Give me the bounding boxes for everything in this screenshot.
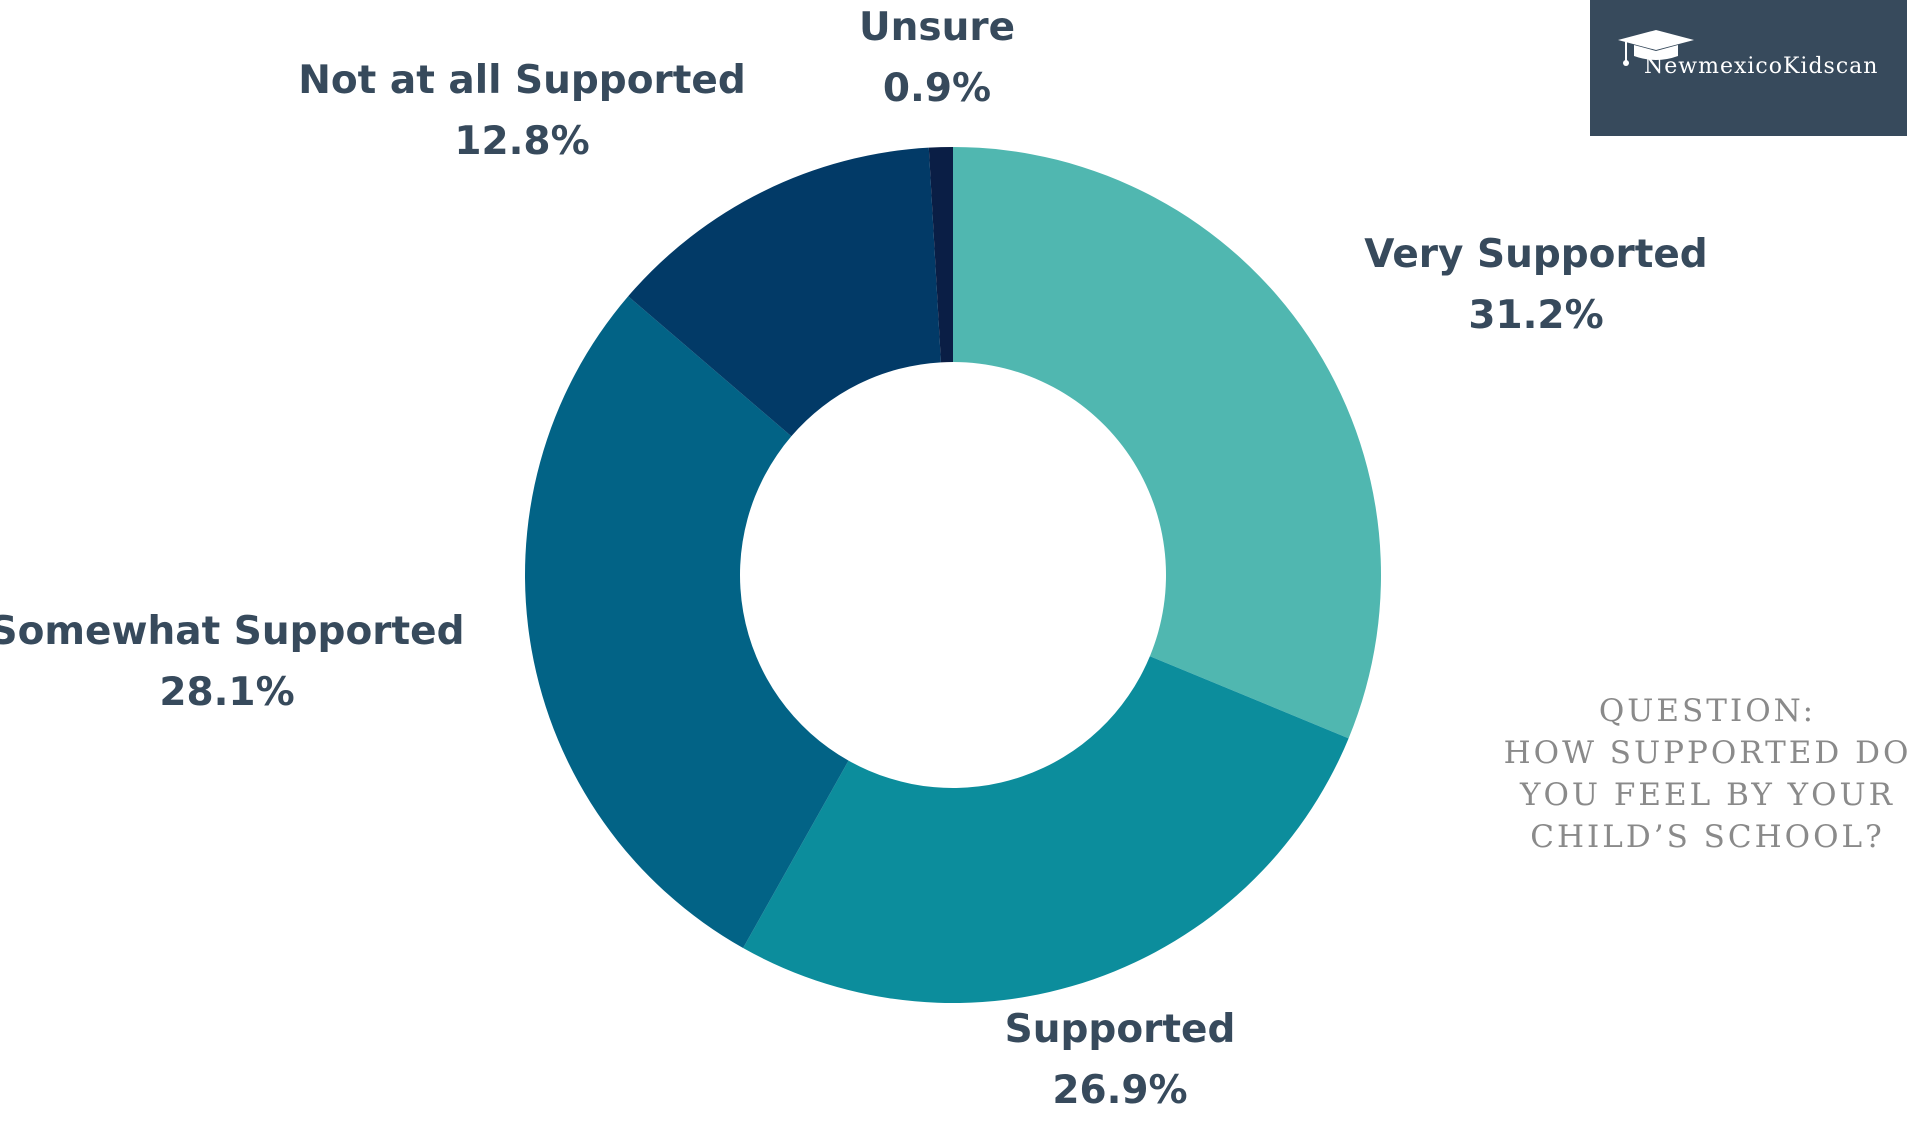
label-unsure-value: 0.9% (882, 66, 992, 111)
slice-not-at-all-supported (628, 147, 941, 437)
logo-text: NewmexicoKidscan (1644, 54, 1879, 79)
label-supported-value: 26.9% (1052, 1068, 1188, 1113)
label-somewhat-supported-name: Somewhat Supported (0, 609, 465, 654)
label-somewhat-supported-value: 28.1% (159, 670, 295, 715)
label-very-supported: Very Supported 31.2% (1364, 224, 1707, 346)
logo-banner: NewmexicoKidscan (1590, 0, 1907, 136)
donut-slices (525, 147, 1381, 1003)
label-not-at-all-supported: Not at all Supported 12.8% (298, 50, 746, 172)
question-line-2: HOW SUPPORTED DO (1503, 735, 1907, 771)
label-not-at-all-supported-name: Not at all Supported (298, 58, 746, 103)
label-unsure: Unsure 0.9% (859, 0, 1015, 119)
slice-supported (743, 656, 1349, 1003)
label-not-at-all-supported-value: 12.8% (454, 119, 590, 164)
question-line-4: CHILD’S SCHOOL? (1530, 819, 1885, 855)
slice-somewhat-supported (525, 296, 849, 948)
slice-very-supported (953, 147, 1381, 739)
graduation-cap-icon (1618, 30, 1694, 66)
label-supported: Supported 26.9% (1005, 999, 1236, 1121)
label-somewhat-supported: Somewhat Supported 28.1% (0, 601, 465, 723)
question-line-1: QUESTION: (1598, 693, 1817, 729)
question-text: QUESTION: HOW SUPPORTED DO YOU FEEL BY Y… (1440, 690, 1907, 858)
label-very-supported-name: Very Supported (1364, 232, 1708, 277)
slice-unsure (928, 147, 953, 363)
question-line-3: YOU FEEL BY YOUR (1520, 777, 1895, 813)
label-very-supported-value: 31.2% (1468, 293, 1604, 338)
label-unsure-name: Unsure (858, 5, 1016, 50)
label-supported-name: Supported (1004, 1007, 1236, 1052)
